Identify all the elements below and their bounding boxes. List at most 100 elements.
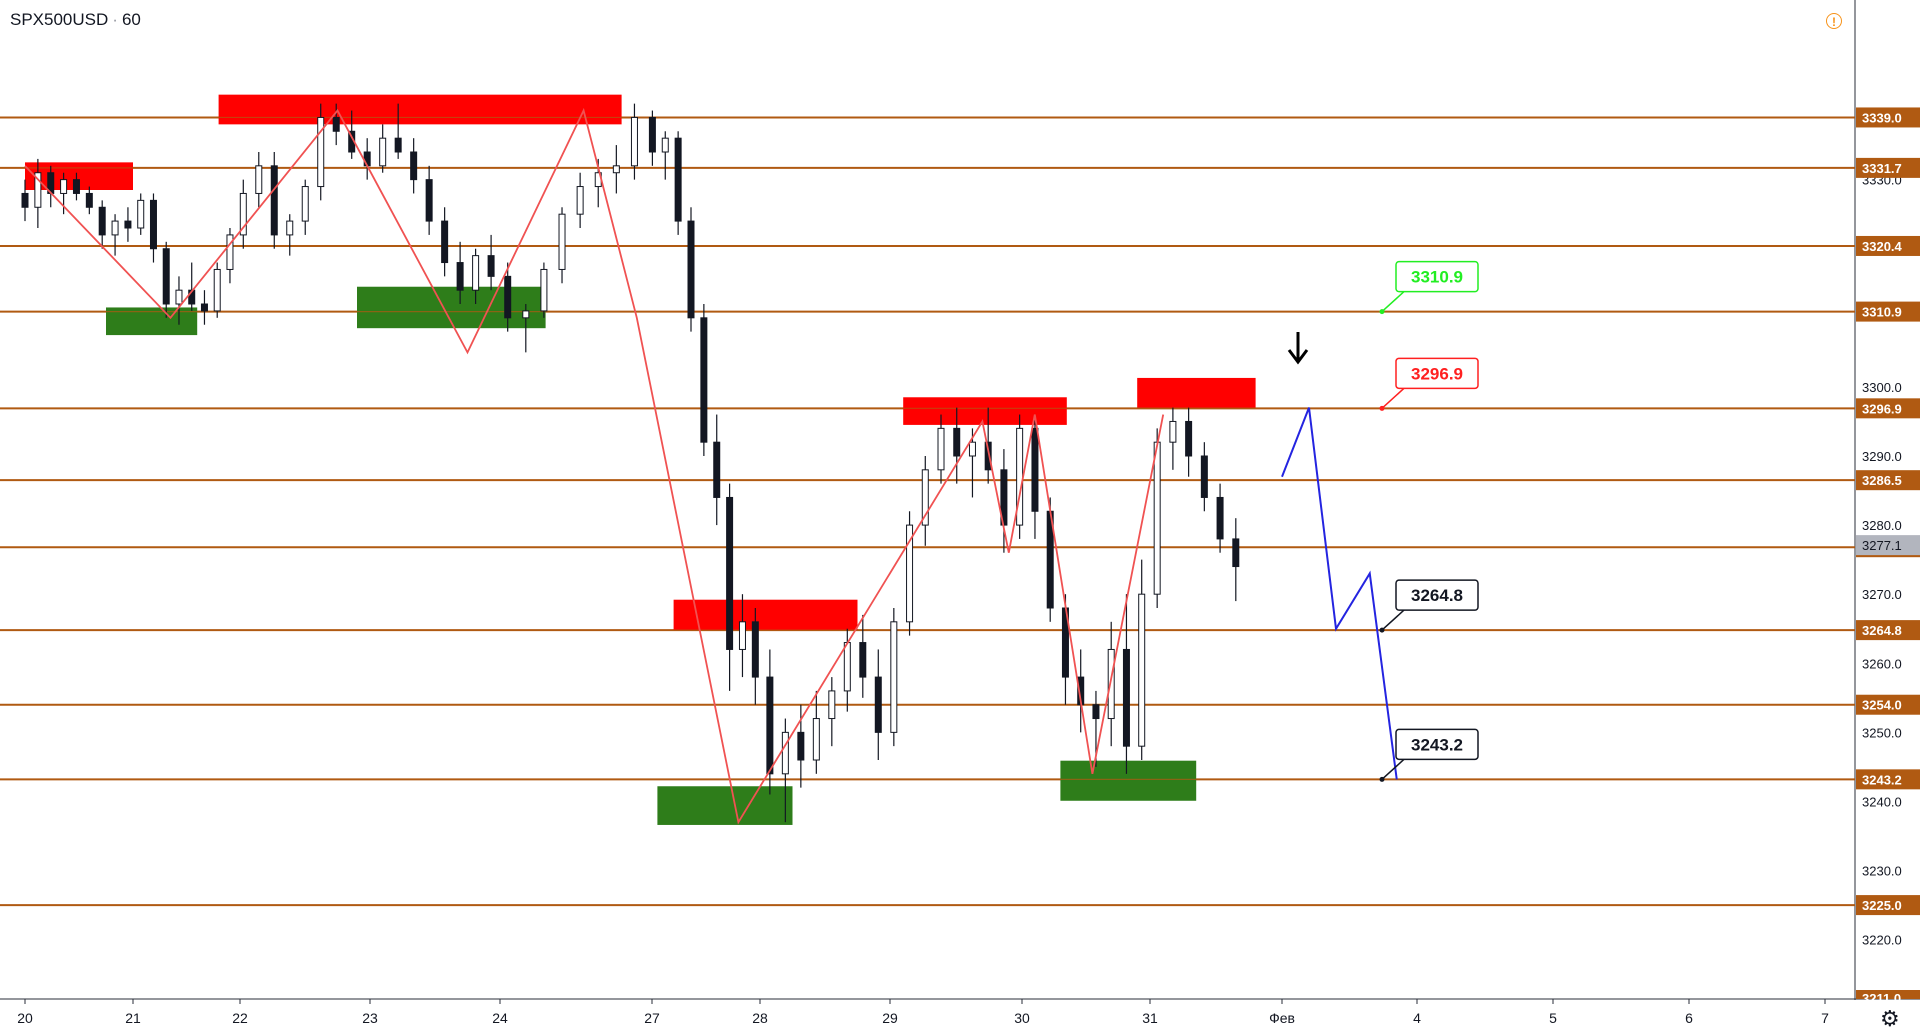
candle-body (72, 179, 80, 194)
level-price-label-bg (1856, 235, 1920, 256)
time-tick-label: 7 (1821, 1010, 1829, 1026)
candle-body (812, 718, 820, 761)
time-axis: 20 21 22 23 24 27 28 29 30 31 Фев 4 5 6 7 (17, 999, 1829, 1026)
supply-zone (673, 599, 858, 631)
price-tick-label: 3240.0 (1862, 794, 1902, 809)
candle-body (781, 731, 789, 775)
candle-body (1153, 441, 1161, 595)
callout-pointer (1381, 609, 1405, 631)
timeframe: 60 (121, 10, 141, 29)
time-tick-label: 22 (232, 1010, 248, 1026)
callout-pointer (1381, 758, 1405, 780)
callout-pointer (1381, 387, 1405, 409)
level-price-label: 3264.8 (1862, 623, 1902, 638)
callout-box (1395, 357, 1479, 390)
callout-box (1395, 260, 1479, 293)
candle-body (953, 427, 961, 457)
candle-body (540, 268, 548, 312)
candle-body (226, 234, 234, 270)
candle-body (137, 199, 145, 229)
down-arrow-icon (1287, 332, 1309, 365)
level-price-label-bg (1856, 694, 1920, 715)
candle-body (843, 642, 851, 692)
callout-label: 3310.9 (1411, 268, 1463, 287)
candle-body (937, 427, 945, 471)
candle-body (558, 213, 566, 270)
callout-pointer (1381, 291, 1405, 313)
candle-body (906, 524, 914, 623)
candle-body (890, 621, 898, 733)
candle-body (255, 165, 263, 194)
candle-body (124, 220, 132, 229)
gear-icon[interactable]: ⚙ (1880, 1006, 1900, 1031)
forecast-path (1281, 407, 1398, 780)
candle-body (1122, 648, 1130, 747)
candle-body (1107, 648, 1115, 720)
level-price-label-bg (1856, 398, 1920, 419)
candle-body (456, 262, 464, 291)
level-price-label-bg (1856, 769, 1920, 790)
time-tick-label: 6 (1685, 1010, 1693, 1026)
time-tick-label: 29 (882, 1010, 898, 1026)
level-price-label: 3225.0 (1862, 898, 1902, 913)
candle-body (504, 275, 512, 319)
time-tick-label: 20 (17, 1010, 33, 1026)
candle-body (874, 676, 882, 733)
callout-box (1395, 579, 1479, 611)
level-price-label: 3254.0 (1862, 698, 1902, 713)
supply-zone (903, 397, 1067, 425)
level-price-label: 3296.9 (1862, 401, 1902, 416)
callout-label: 3243.2 (1411, 735, 1463, 754)
candle-body (85, 192, 93, 208)
time-tick-label: 24 (492, 1010, 508, 1026)
warning-icon[interactable]: ! (1826, 13, 1842, 29)
candle-body (1169, 420, 1177, 443)
level-price-label: 3310.9 (1862, 305, 1902, 320)
price-tick-label: 3290.0 (1862, 449, 1902, 464)
level-price-label: 3331.7 (1862, 161, 1902, 176)
candle-body (60, 179, 68, 194)
price-tick-label: 3260.0 (1862, 656, 1902, 671)
candle-body (379, 137, 387, 167)
time-tick-label: Фев (1269, 1010, 1295, 1026)
time-tick-label: 23 (362, 1010, 378, 1026)
symbol-header[interactable]: SPX500USD · 60 (10, 10, 141, 30)
candle-body (726, 496, 734, 650)
candle-body (713, 441, 721, 498)
time-tick-label: 28 (752, 1010, 768, 1026)
symbol-name: SPX500USD (10, 10, 109, 29)
candle-body (576, 186, 584, 215)
candle-body (828, 690, 836, 720)
level-price-label: 3243.2 (1862, 772, 1902, 787)
zigzag-line (24, 107, 1165, 825)
callout-anchor (1379, 776, 1385, 782)
candle-body (441, 220, 449, 264)
time-tick-label: 4 (1413, 1010, 1421, 1026)
candle-body (21, 192, 29, 208)
candle-body (149, 199, 157, 250)
candle-body (1185, 420, 1193, 457)
candle-body (1232, 538, 1240, 568)
candle-body (687, 220, 695, 319)
candle-body (472, 255, 480, 291)
price-axis: 3330.03300.03290.03280.03270.03260.03250… (1856, 107, 1920, 1006)
price-callouts: 3310.9 3296.9 3264.8 3243.2 (1379, 260, 1479, 782)
current-price-label: 3277.1 (1862, 538, 1902, 553)
separator-dot: · (112, 10, 118, 29)
level-price-label: 3286.5 (1862, 473, 1902, 488)
candle-body (797, 731, 805, 761)
time-tick-label: 31 (1142, 1010, 1158, 1026)
candle-body (630, 116, 638, 167)
level-price-label-bg (1856, 157, 1920, 178)
candle-body (239, 192, 247, 236)
candle-body (175, 289, 183, 305)
candle-body (661, 137, 669, 153)
candle-body (394, 137, 402, 153)
candle-body (425, 179, 433, 222)
candle-body (612, 165, 620, 174)
level-price-label-bg (1856, 301, 1920, 322)
candle-body (738, 621, 746, 650)
callout-anchor (1379, 405, 1385, 411)
forecast-line (1281, 407, 1398, 780)
